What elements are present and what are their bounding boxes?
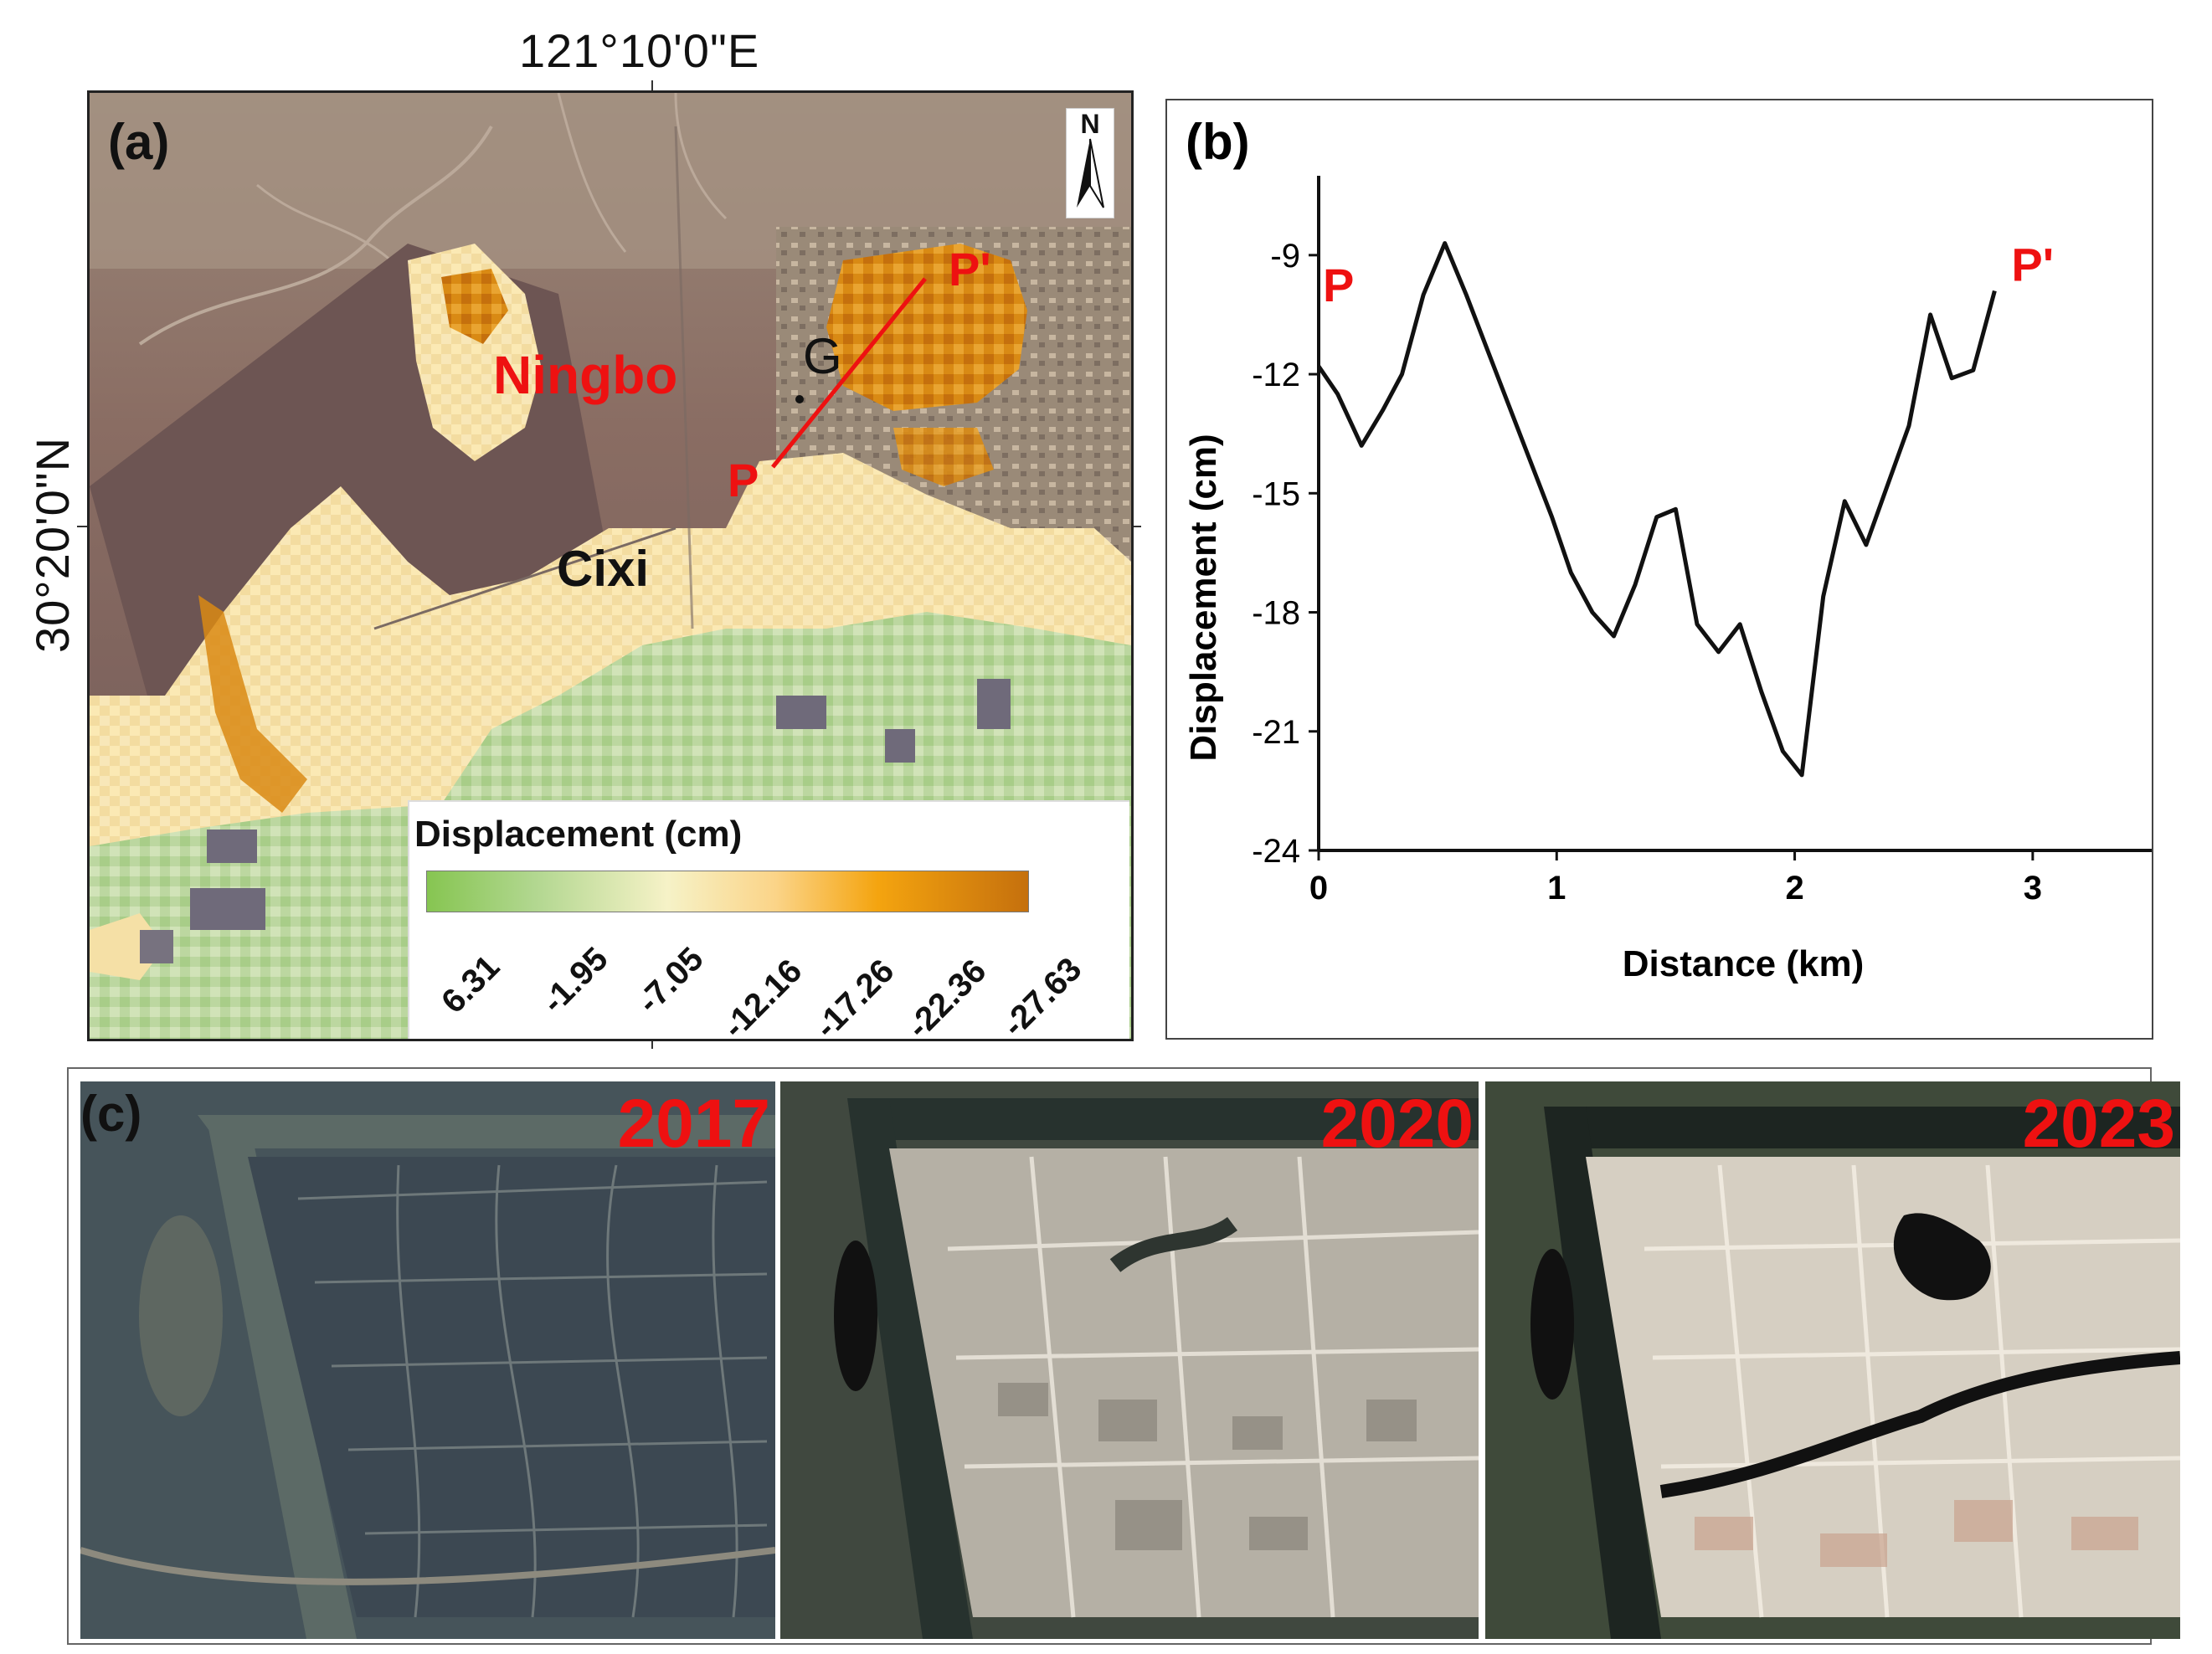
- y-tick-label: -21: [1252, 714, 1300, 751]
- panel-c-label: (c): [80, 1086, 142, 1142]
- right-tick: [1131, 526, 1141, 527]
- place-label-ningbo: Ningbo: [493, 345, 678, 405]
- image-2017: [80, 1081, 775, 1639]
- profile-chart-panel: (b) -9 -12 -15 -18 -21 -24 0 1 2 3 Distance (km) …: [1165, 99, 2153, 1040]
- place-label-g: G: [803, 328, 842, 384]
- legend-color-ramp: [426, 871, 1029, 912]
- satellite-image-2020[interactable]: 2020: [780, 1081, 1479, 1639]
- displacement-legend: Displacement (cm) 6.31 -1.95 -7.05 -12.1…: [408, 800, 1129, 1041]
- legend-tick: -12.16: [716, 952, 810, 1041]
- north-arrow: N: [1066, 108, 1114, 218]
- y-tick-label: -15: [1252, 475, 1300, 512]
- x-tick-label: 2: [1785, 870, 1803, 907]
- y-tick-label: -12: [1252, 357, 1300, 393]
- year-label-2017: 2017: [617, 1086, 770, 1162]
- image-2020: [780, 1081, 1479, 1639]
- x-tick-label: 3: [2024, 870, 2042, 907]
- legend-tick: -22.36: [900, 952, 994, 1041]
- x-tick-label: 1: [1547, 870, 1566, 907]
- profile-line: [1316, 241, 1997, 778]
- y-tick-label: -9: [1270, 238, 1300, 275]
- north-label: N: [1080, 109, 1100, 139]
- left-tick: [77, 526, 87, 527]
- x-tick-label: 0: [1309, 870, 1328, 907]
- legend-tick: -17.26: [808, 952, 902, 1041]
- top-longitude-label: 121°10'0"E: [519, 24, 760, 77]
- panel-a-label: (a): [108, 114, 170, 170]
- image-2023: [1485, 1081, 2180, 1639]
- y-tick-label: -18: [1252, 595, 1300, 632]
- profile-end-label: P': [2011, 239, 2054, 291]
- legend-tick: 6.31: [435, 948, 507, 1021]
- panel-b-label: (b): [1186, 114, 1250, 170]
- satellite-image-2017[interactable]: 2017: [80, 1081, 775, 1639]
- north-arrow-icon: [1077, 138, 1104, 208]
- profile-start-label: P: [1323, 259, 1354, 311]
- bottom-tick: [651, 1039, 653, 1049]
- y-tick-label: -24: [1252, 833, 1300, 870]
- displacement-map[interactable]: N (a) Ningbo Cixi G P P' Displacement (c…: [87, 90, 1134, 1041]
- year-label-2023: 2023: [2022, 1086, 2175, 1162]
- year-label-2020: 2020: [1320, 1086, 1474, 1162]
- legend-tick: -27.63: [995, 950, 1089, 1041]
- place-label-cixi: Cixi: [557, 541, 650, 597]
- profile-end-label: P': [949, 243, 991, 295]
- top-tick: [651, 80, 653, 90]
- left-latitude-label: 30°20'0"N: [26, 436, 79, 653]
- satellite-image-2023[interactable]: 2023: [1485, 1081, 2180, 1639]
- y-axis-label: Displacement (cm): [1183, 434, 1224, 761]
- profile-start-label: P: [728, 454, 759, 506]
- legend-title: Displacement (cm): [414, 814, 743, 855]
- profile-chart: (b) -9-12-15-18-21-240 1 2 3 Distance (km) …: [1183, 114, 2152, 984]
- x-axis-label: Distance (km): [1623, 943, 1865, 984]
- legend-tick: -7.05: [630, 940, 711, 1021]
- legend-tick: -1.95: [535, 940, 615, 1021]
